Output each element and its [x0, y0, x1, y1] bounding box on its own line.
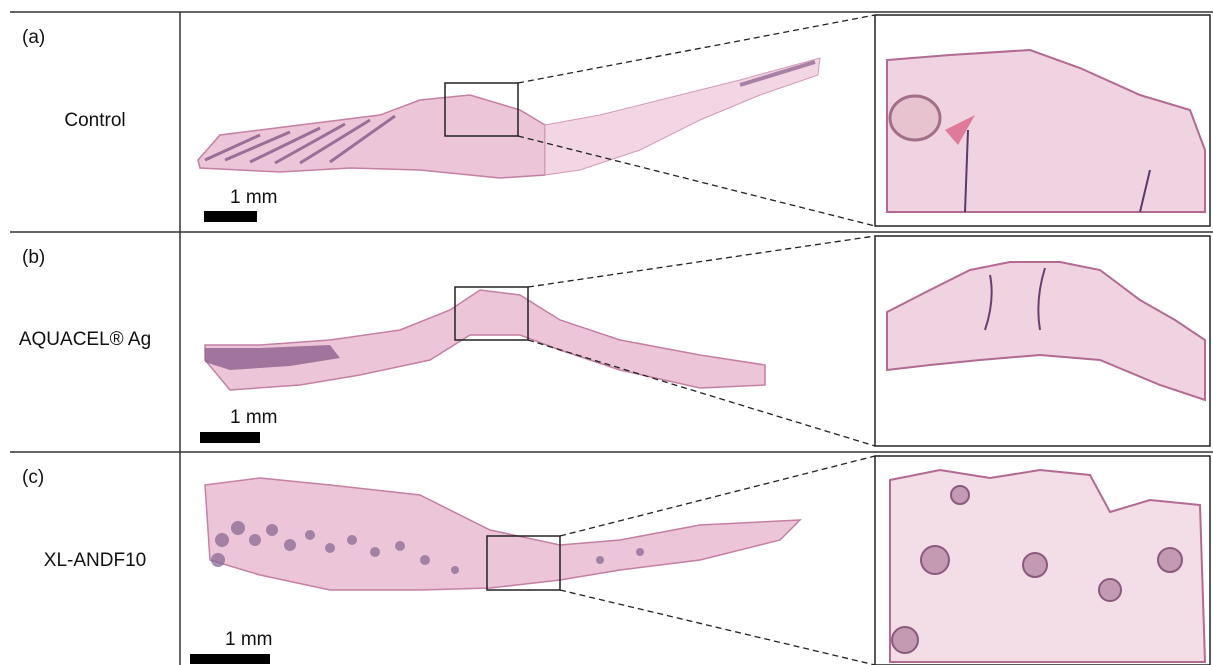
scale-bar: [200, 432, 260, 443]
group-name: Control: [64, 110, 125, 131]
tissue-section: [205, 478, 800, 590]
scale-label: 1 mm: [225, 629, 273, 650]
scale-bar: [190, 654, 270, 664]
scale-label: 1 mm: [230, 187, 278, 208]
tissue-section: [198, 58, 820, 178]
group-name: AQUACEL® Ag: [19, 329, 151, 350]
panel-label: (a): [22, 27, 45, 48]
figure: (a) Control 1 mm (b) AQUACEL® Ag: [0, 0, 1213, 665]
panel-c: (c) XL-ANDF10 1 mm: [22, 456, 1210, 665]
panel-label: (c): [22, 467, 44, 488]
scale-label: 1 mm: [230, 407, 278, 428]
panel-a: (a) Control 1 mm: [22, 15, 1210, 226]
panel-label: (b): [22, 247, 45, 268]
panel-b: (b) AQUACEL® Ag 1 mm: [19, 236, 1210, 446]
scale-bar: [204, 211, 257, 222]
group-name: XL-ANDF10: [44, 550, 146, 571]
